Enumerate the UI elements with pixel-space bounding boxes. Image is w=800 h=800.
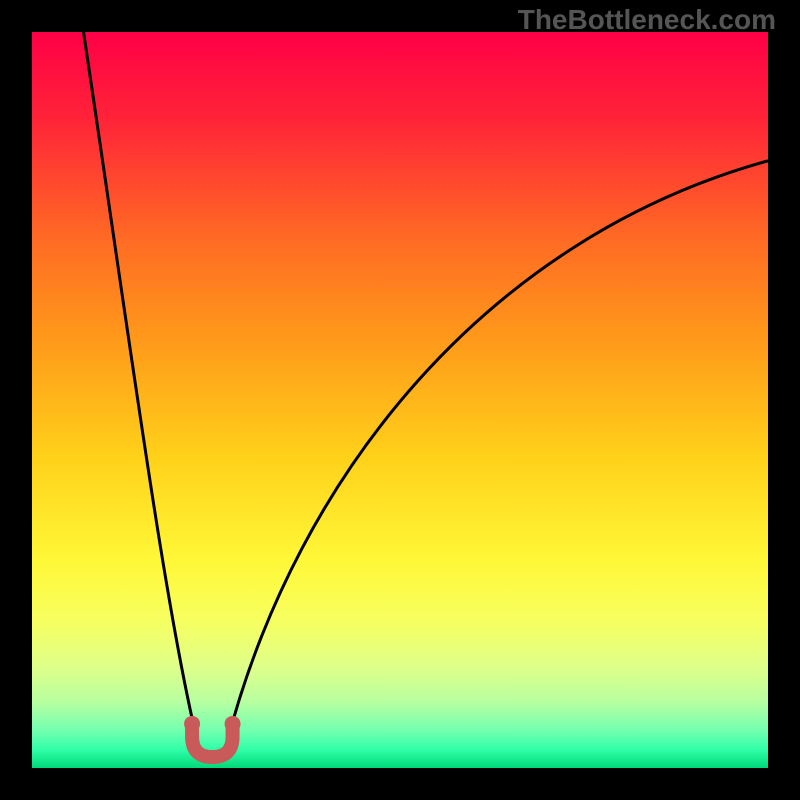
- plot-svg: [32, 32, 768, 768]
- chart-stage: TheBottleneck.com: [0, 0, 800, 800]
- plot-area: [32, 32, 768, 768]
- watermark-text: TheBottleneck.com: [518, 4, 776, 36]
